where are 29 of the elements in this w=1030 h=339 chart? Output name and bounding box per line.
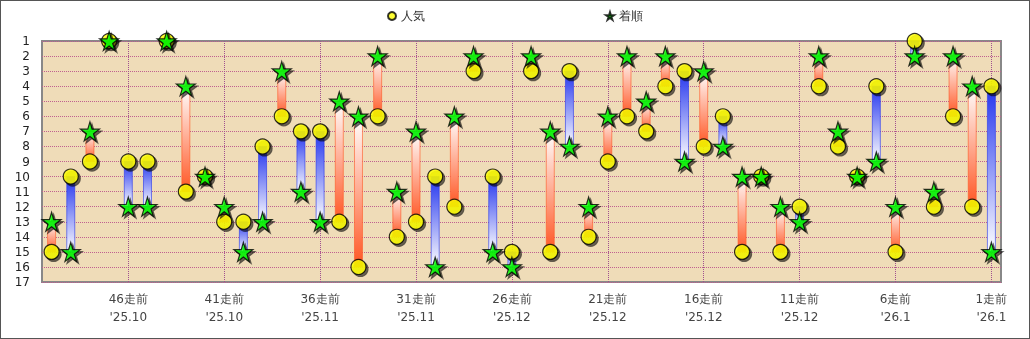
y-tick-label: 11 bbox=[14, 184, 30, 199]
y-tick-label: 14 bbox=[14, 229, 30, 244]
y-tick-label: 13 bbox=[14, 214, 30, 229]
x-tick-label: 26走前 '25.12 bbox=[492, 292, 532, 324]
y-tick-label: 9 bbox=[22, 154, 30, 169]
x-tick-label: 31走前 '25.11 bbox=[396, 292, 436, 324]
x-tick-label: 46走前 '25.10 bbox=[108, 292, 148, 324]
y-tick-label: 16 bbox=[14, 259, 30, 274]
y-tick-label: 17 bbox=[14, 275, 30, 289]
y-tick-label: 7 bbox=[22, 124, 30, 139]
y-tick-label: 3 bbox=[22, 64, 30, 79]
x-tick-label: 16走前 '25.12 bbox=[684, 292, 724, 324]
legend-label: 着順 bbox=[619, 9, 643, 23]
y-tick-label: 10 bbox=[14, 169, 30, 184]
x-tick-label: 11走前 '25.12 bbox=[779, 292, 820, 324]
x-tick-label: 21走前 '25.12 bbox=[588, 292, 628, 324]
legend-label: 人気 bbox=[401, 9, 425, 23]
x-tick-label: 6走前 '26.1 bbox=[879, 292, 912, 324]
x-tick-label: 1走前 '26.1 bbox=[975, 292, 1008, 324]
y-tick-label: 4 bbox=[22, 79, 30, 94]
y-tick-label: 2 bbox=[22, 49, 30, 64]
x-tick-label: 36走前 '25.11 bbox=[300, 292, 340, 324]
y-tick-label: 5 bbox=[22, 94, 30, 109]
y-tick-label: 8 bbox=[22, 139, 30, 154]
y-tick-label: 12 bbox=[14, 199, 30, 214]
x-tick-label: 41走前 '25.10 bbox=[204, 292, 244, 324]
y-tick-label: 1 bbox=[22, 34, 30, 48]
y-tick-label: 15 bbox=[14, 244, 30, 259]
y-tick-label: 6 bbox=[22, 109, 30, 124]
